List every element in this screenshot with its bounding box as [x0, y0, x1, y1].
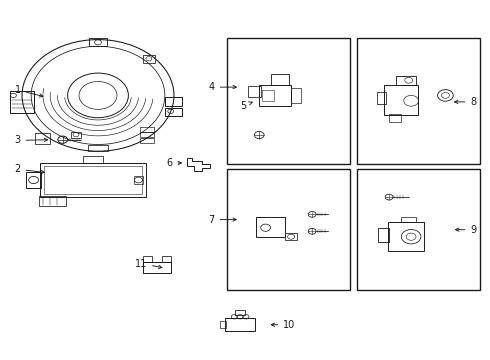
Text: 10: 10 — [271, 320, 295, 330]
Bar — [162, 256, 171, 262]
Text: 7: 7 — [208, 215, 236, 225]
Bar — [143, 262, 171, 273]
Bar — [357, 169, 480, 290]
Bar — [35, 133, 50, 144]
Text: 5: 5 — [240, 101, 252, 111]
Bar — [83, 156, 103, 163]
Bar — [396, 76, 416, 85]
Bar — [143, 256, 152, 262]
Bar — [227, 38, 350, 164]
Bar — [248, 86, 261, 97]
Bar — [143, 55, 155, 63]
Bar — [377, 92, 386, 104]
Text: 11: 11 — [135, 258, 162, 269]
Bar — [389, 114, 401, 122]
Bar — [88, 144, 108, 151]
Bar — [262, 90, 274, 101]
Bar — [357, 38, 480, 164]
Bar — [259, 85, 291, 106]
Text: 8: 8 — [455, 97, 476, 107]
Text: 1: 1 — [15, 85, 43, 97]
Text: 6: 6 — [166, 158, 181, 168]
Bar — [235, 310, 245, 315]
Bar — [384, 85, 418, 115]
Bar — [165, 108, 182, 116]
Bar — [140, 127, 154, 132]
Bar — [227, 169, 350, 290]
Bar — [165, 97, 182, 106]
Text: 9: 9 — [456, 225, 476, 235]
Bar — [140, 132, 154, 138]
Bar — [225, 318, 255, 331]
Bar — [40, 163, 146, 197]
Bar — [401, 217, 416, 222]
Bar — [285, 233, 297, 240]
Bar — [388, 222, 424, 251]
Bar — [89, 39, 107, 46]
Bar — [378, 229, 389, 242]
Bar — [39, 196, 67, 206]
Bar — [133, 176, 143, 184]
Text: 3: 3 — [15, 135, 48, 145]
Text: 4: 4 — [209, 82, 236, 92]
Bar — [256, 216, 285, 238]
Bar — [220, 321, 226, 328]
Bar — [140, 138, 154, 143]
Bar — [271, 74, 289, 85]
Text: 2: 2 — [14, 164, 44, 174]
Bar — [291, 88, 301, 103]
Bar — [71, 132, 81, 138]
Bar — [9, 91, 34, 113]
Bar — [44, 166, 142, 194]
Bar — [26, 172, 41, 188]
